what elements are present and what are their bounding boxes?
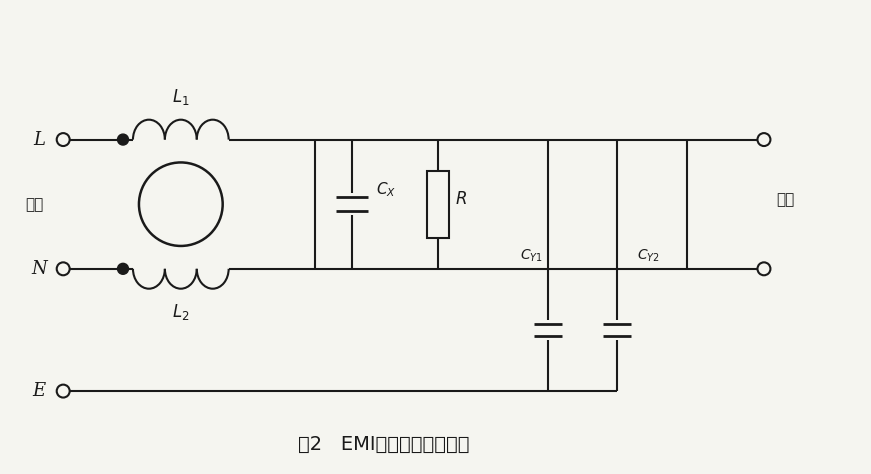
Circle shape	[758, 133, 771, 146]
Circle shape	[57, 133, 70, 146]
Text: N: N	[31, 260, 47, 278]
Circle shape	[57, 384, 70, 398]
Text: $C_{Y1}$: $C_{Y1}$	[520, 247, 543, 264]
Circle shape	[57, 262, 70, 275]
Text: $L_2$: $L_2$	[172, 301, 190, 322]
Text: 图2   EMI电源滤波网络结构: 图2 EMI电源滤波网络结构	[298, 435, 469, 454]
Text: 负载: 负载	[776, 191, 794, 207]
Text: 电源: 电源	[25, 197, 44, 212]
Text: $L_1$: $L_1$	[172, 87, 190, 107]
Text: E: E	[33, 382, 46, 400]
Text: $C_{Y2}$: $C_{Y2}$	[638, 247, 660, 264]
Bar	[427, 171, 449, 238]
Text: $C_X$: $C_X$	[376, 180, 396, 199]
Text: L: L	[33, 130, 45, 148]
Text: $R$: $R$	[455, 190, 467, 208]
Circle shape	[118, 134, 129, 145]
Circle shape	[139, 163, 223, 246]
Circle shape	[118, 264, 129, 274]
Circle shape	[758, 262, 771, 275]
